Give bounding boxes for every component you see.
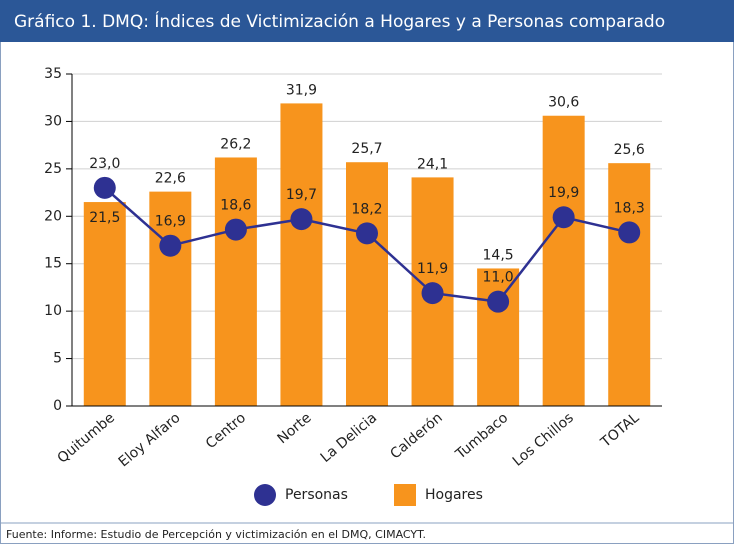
y-tick-label: 35: [44, 66, 62, 82]
chart-title: Gráfico 1. DMQ: Índices de Victimización…: [14, 10, 665, 32]
marker: [290, 208, 313, 231]
bar-value-label: 22,6: [155, 171, 186, 187]
line-value-label: 16,9: [155, 214, 186, 230]
source-note: Fuente: Informe: Estudio de Percepción y…: [6, 528, 426, 541]
y-tick-label: 5: [53, 351, 62, 367]
legend-swatch: [394, 484, 416, 506]
bar-value-label: 24,1: [417, 156, 448, 172]
line-value-label: 18,2: [351, 201, 382, 217]
legend-label: Personas: [285, 487, 348, 503]
bar-value-label: 26,2: [220, 136, 251, 152]
bar: [83, 202, 126, 406]
bar-value-label: 14,5: [483, 247, 514, 263]
marker: [421, 282, 444, 305]
marker: [356, 222, 378, 245]
marker: [487, 290, 510, 313]
bar: [477, 268, 520, 406]
bar: [346, 162, 388, 406]
bar: [149, 191, 192, 406]
marker: [159, 234, 182, 257]
bar-value-label: 25,6: [614, 142, 645, 158]
line-value-label: 19,9: [548, 185, 579, 201]
bar: [214, 157, 257, 406]
bar-value-label: 30,6: [548, 95, 579, 111]
y-tick-label: 15: [44, 256, 62, 272]
legend-label: Hogares: [425, 487, 483, 503]
y-tick-label: 20: [44, 208, 62, 224]
bar: [608, 163, 651, 406]
marker: [224, 218, 247, 241]
header-band: [0, 0, 734, 42]
y-tick-label: 25: [44, 161, 62, 177]
bar-value-label: 21,5: [89, 210, 120, 226]
line-value-label: 11,9: [417, 261, 448, 277]
marker: [93, 176, 116, 199]
marker: [618, 221, 641, 244]
line-value-label: 11,0: [483, 270, 514, 286]
marker: [552, 206, 575, 229]
y-tick-label: 30: [44, 113, 62, 129]
line-value-label: 19,7: [286, 187, 317, 203]
bar-value-label: 31,9: [286, 82, 317, 98]
bar: [542, 115, 585, 406]
y-tick-label: 0: [53, 398, 62, 414]
line-value-label: 23,0: [89, 156, 120, 172]
y-tick-label: 10: [44, 303, 62, 319]
line-value-label: 18,6: [220, 198, 251, 214]
bar: [280, 103, 323, 407]
line-value-label: 18,3: [614, 200, 645, 216]
legend-marker: [254, 484, 276, 506]
bar-value-label: 25,7: [351, 141, 382, 157]
